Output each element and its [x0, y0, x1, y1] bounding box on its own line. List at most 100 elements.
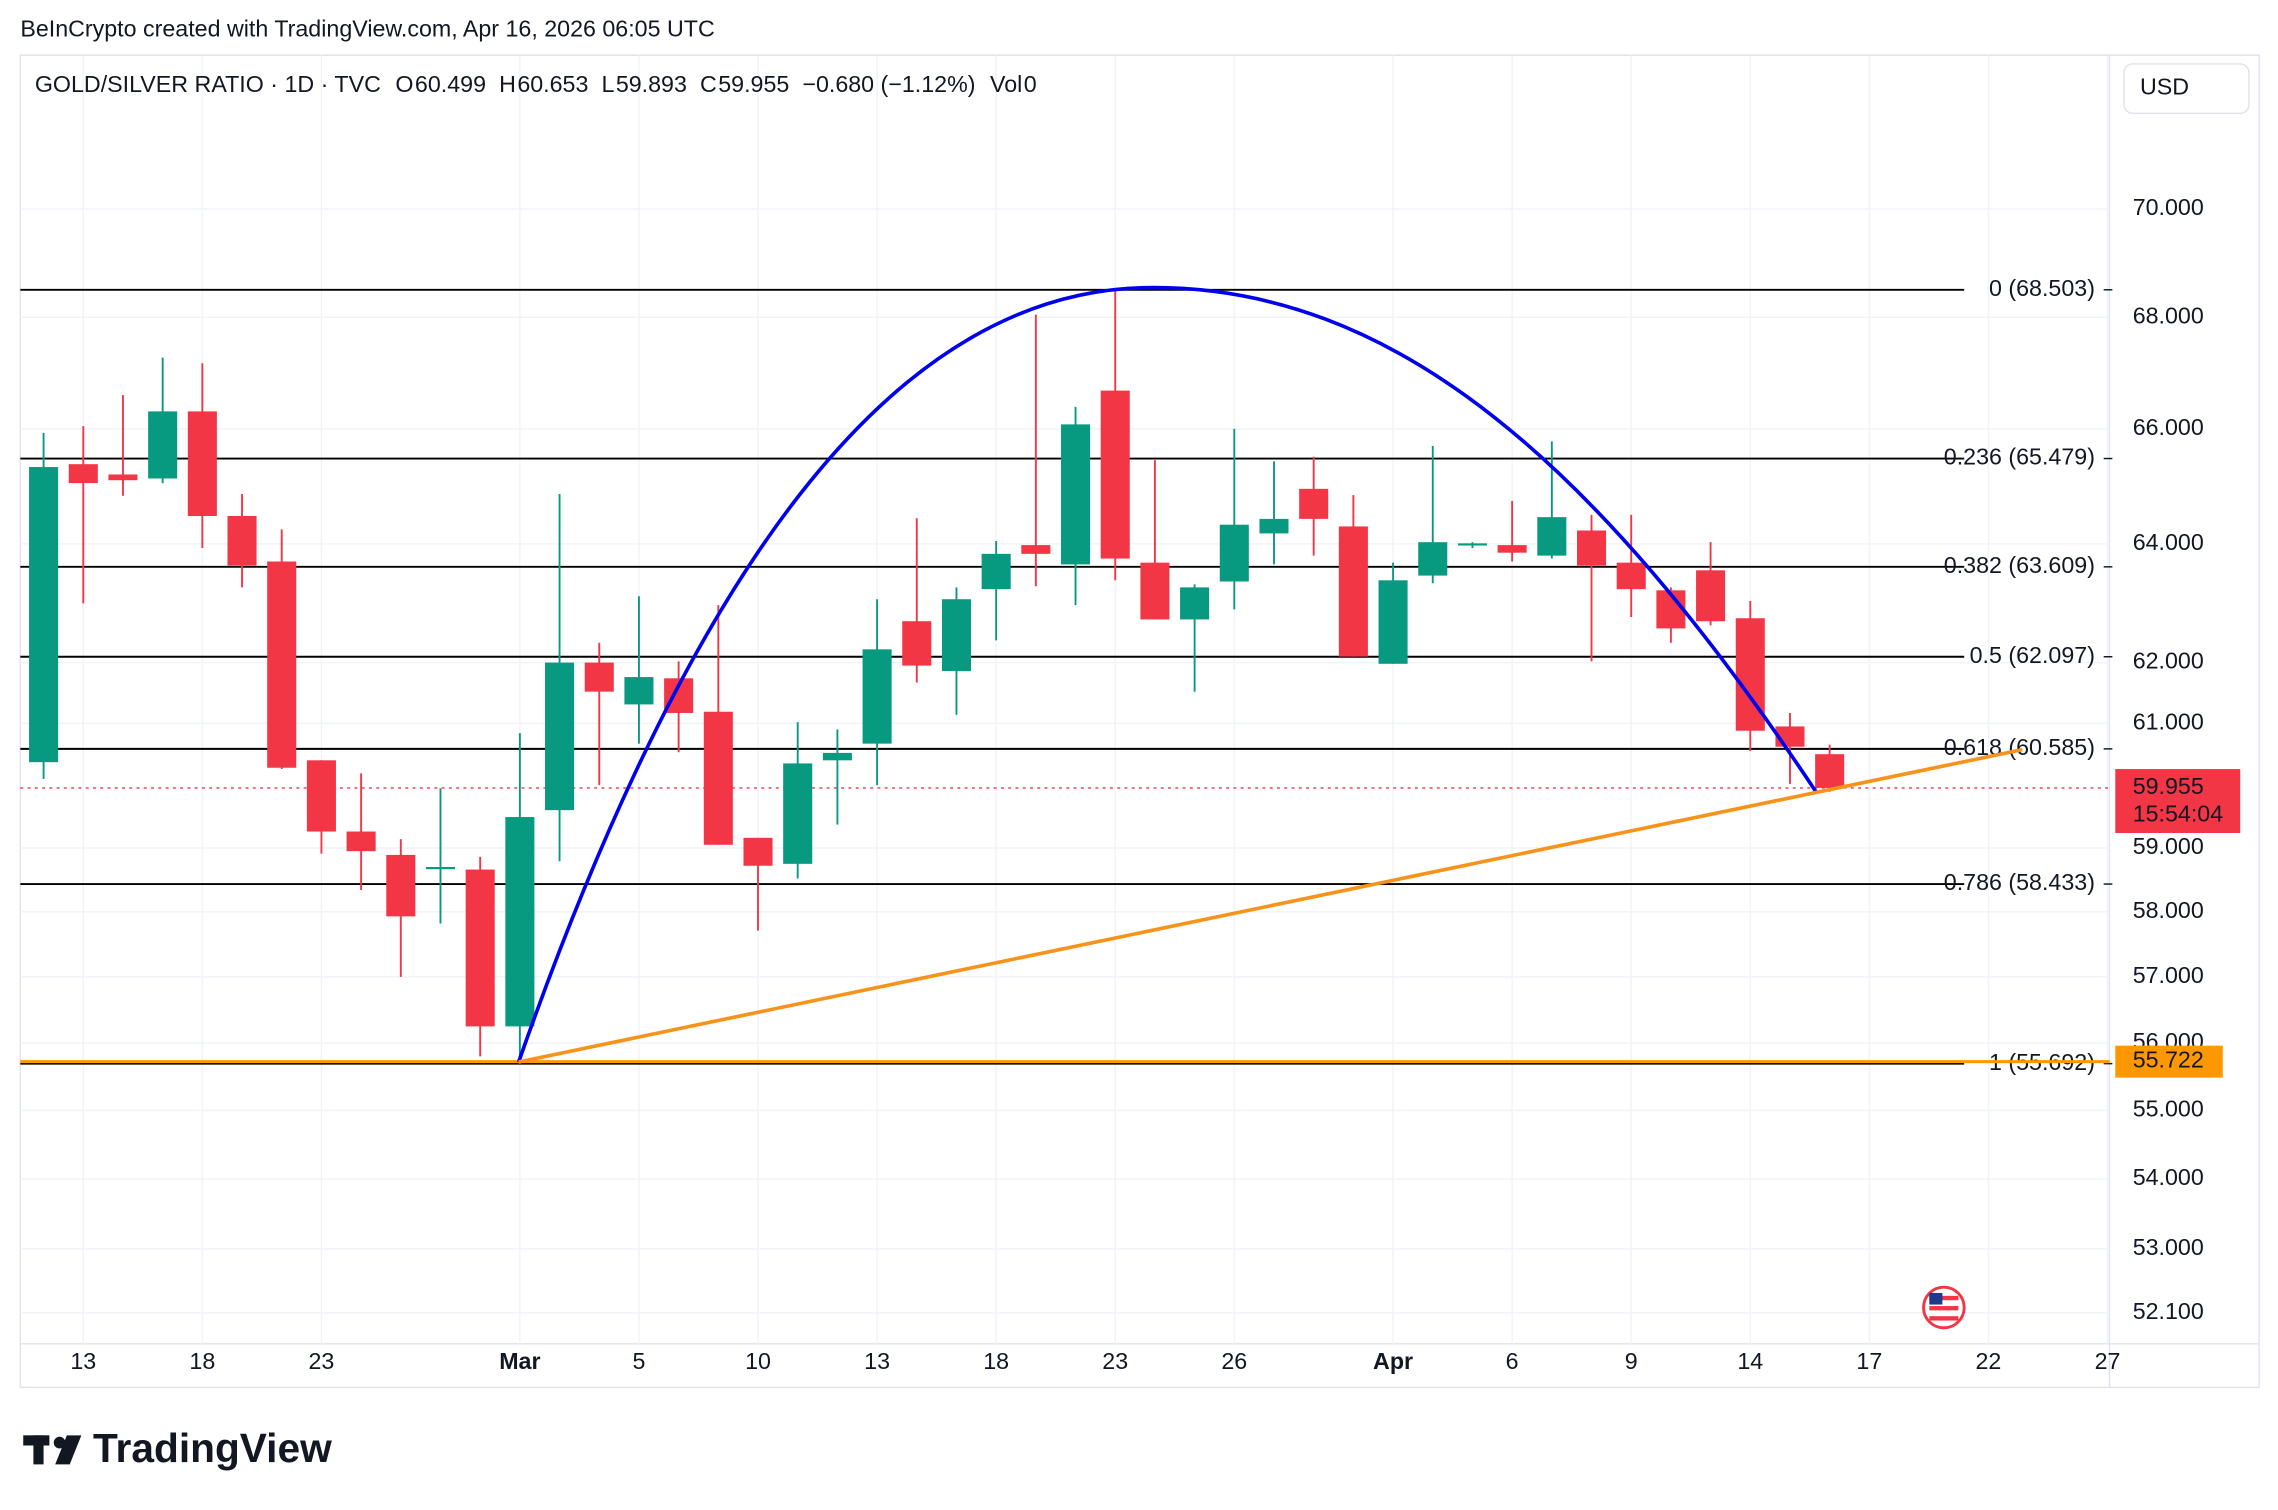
logo-shape	[33, 1435, 44, 1465]
candle-body	[1576, 530, 1607, 566]
candle-body	[1021, 545, 1051, 554]
candle-body	[1378, 580, 1408, 664]
legend-key: C	[700, 71, 717, 97]
x-tick-label: 26	[1221, 1348, 1247, 1374]
y-tick-label: 54.000	[2133, 1164, 2204, 1190]
x-tick-label: 23	[308, 1348, 334, 1374]
x-tick-label: 9	[1625, 1348, 1638, 1374]
candle-body	[1338, 526, 1368, 657]
legend-key: H	[499, 71, 516, 97]
candle-body	[425, 867, 456, 870]
x-tick-label: 27	[2095, 1348, 2121, 1374]
y-tick-label: 62.000	[2133, 648, 2204, 674]
grid	[20, 55, 2110, 1344]
fib-level-label: 0.5 (62.097)	[1970, 642, 2095, 668]
trend-line	[518, 747, 2023, 1064]
candle-body	[1418, 542, 1448, 576]
flag-canton	[1929, 1292, 1943, 1305]
fib-level-label: 0.382 (63.609)	[1944, 552, 2095, 578]
horizontal-line-badge	[2115, 1045, 2223, 1078]
candle-body	[545, 662, 575, 811]
candle-body	[624, 677, 654, 705]
fib-level-label: 0 (68.503)	[1989, 275, 2095, 301]
horizontal-line-price: 55.722	[2133, 1047, 2204, 1073]
candle-body	[743, 837, 773, 866]
last-price-badge	[2115, 769, 2241, 833]
flag-icon	[1922, 1285, 1966, 1330]
x-tick-label: 13	[70, 1348, 96, 1374]
candle-body	[386, 854, 416, 917]
candle-body	[783, 763, 813, 864]
candle-body	[346, 831, 376, 852]
flag-stripe	[1929, 1316, 1959, 1321]
currency-label: USD	[2140, 74, 2189, 100]
legend-key: Vol	[990, 71, 1022, 97]
logo-mark	[23, 1435, 82, 1465]
candle-body	[306, 760, 336, 832]
fib-level-label: 0.618 (60.585)	[1944, 734, 2095, 760]
chart-frame	[19, 54, 2260, 1389]
candle-body	[148, 411, 178, 479]
flag-stripe	[1929, 1306, 1959, 1311]
candle-body	[1061, 424, 1091, 565]
y-tick-label: 64.000	[2133, 529, 2204, 555]
y-tick-label: 53.000	[2133, 1234, 2204, 1260]
logo-shape	[55, 1435, 82, 1465]
symbol: GOLD/SILVER RATIO · 1D · TVC	[35, 71, 381, 97]
candle-body	[29, 467, 59, 763]
candle-body	[1299, 488, 1329, 519]
candle-body	[1537, 517, 1567, 556]
legend-change: −0.680 (−1.12%)	[802, 71, 975, 97]
candle-body	[1140, 562, 1170, 620]
candle-body	[1259, 518, 1289, 534]
candle-body	[862, 649, 892, 744]
y-tick-label: 61.000	[2133, 709, 2204, 735]
x-tick-label: 17	[1856, 1348, 1882, 1374]
fib-level-label: 0.236 (65.479)	[1944, 444, 2095, 470]
axes: 13 18 23 Mar 5 10 13 18 23 26 Apr 6 9 14 17 22 27 52.100 5…	[70, 194, 2241, 1374]
legend-value: 59.893	[616, 71, 687, 97]
x-tick-label: 10	[745, 1348, 771, 1374]
candle-body	[1616, 562, 1646, 590]
y-tick-label: 66.000	[2133, 414, 2204, 440]
candle-body	[68, 464, 98, 484]
y-tick-label: 68.000	[2133, 302, 2204, 328]
legend-key: L	[601, 71, 614, 97]
x-tick-label: 14	[1737, 1348, 1763, 1374]
logo-shape	[53, 1436, 66, 1449]
candle-body	[703, 711, 733, 845]
x-tick-label: 22	[1976, 1348, 2002, 1374]
candle-body	[465, 869, 495, 1027]
candle-body	[1497, 545, 1527, 553]
candle-body	[822, 752, 852, 761]
candle-body	[1815, 754, 1845, 788]
candle-body	[1180, 587, 1210, 620]
candle-body	[505, 817, 535, 1027]
currency-button[interactable]	[2123, 63, 2250, 115]
candle-body	[187, 411, 217, 516]
fib-level-label: 0.786 (58.433)	[1944, 869, 2095, 895]
y-tick-label: 70.000	[2133, 194, 2204, 220]
candle-body	[1219, 524, 1249, 582]
legend-key: O	[395, 71, 413, 97]
y-tick-label: 57.000	[2133, 962, 2204, 988]
symbol-legend: GOLD/SILVER RATIO · 1D · TVC O 60.499 H 60.6…	[35, 71, 1037, 97]
y-tick-label: 59.000	[2133, 833, 2204, 859]
candles	[29, 289, 1845, 1064]
candle-body	[227, 515, 257, 566]
logo-text: TradingView	[93, 1425, 332, 1471]
candle-body	[1100, 390, 1130, 559]
candle-body	[902, 621, 932, 666]
last-price: 59.955	[2133, 773, 2204, 799]
candle-body	[1457, 543, 1487, 546]
x-tick-label: 18	[189, 1348, 215, 1374]
y-tick-label: 55.000	[2133, 1096, 2204, 1122]
attribution: BeInCrypto created with TradingView.com,…	[20, 16, 714, 42]
y-tick-label: 58.000	[2133, 897, 2204, 923]
x-tick-label: 5	[632, 1348, 645, 1374]
legend-value: 60.499	[415, 71, 486, 97]
candle-body	[1696, 570, 1726, 622]
